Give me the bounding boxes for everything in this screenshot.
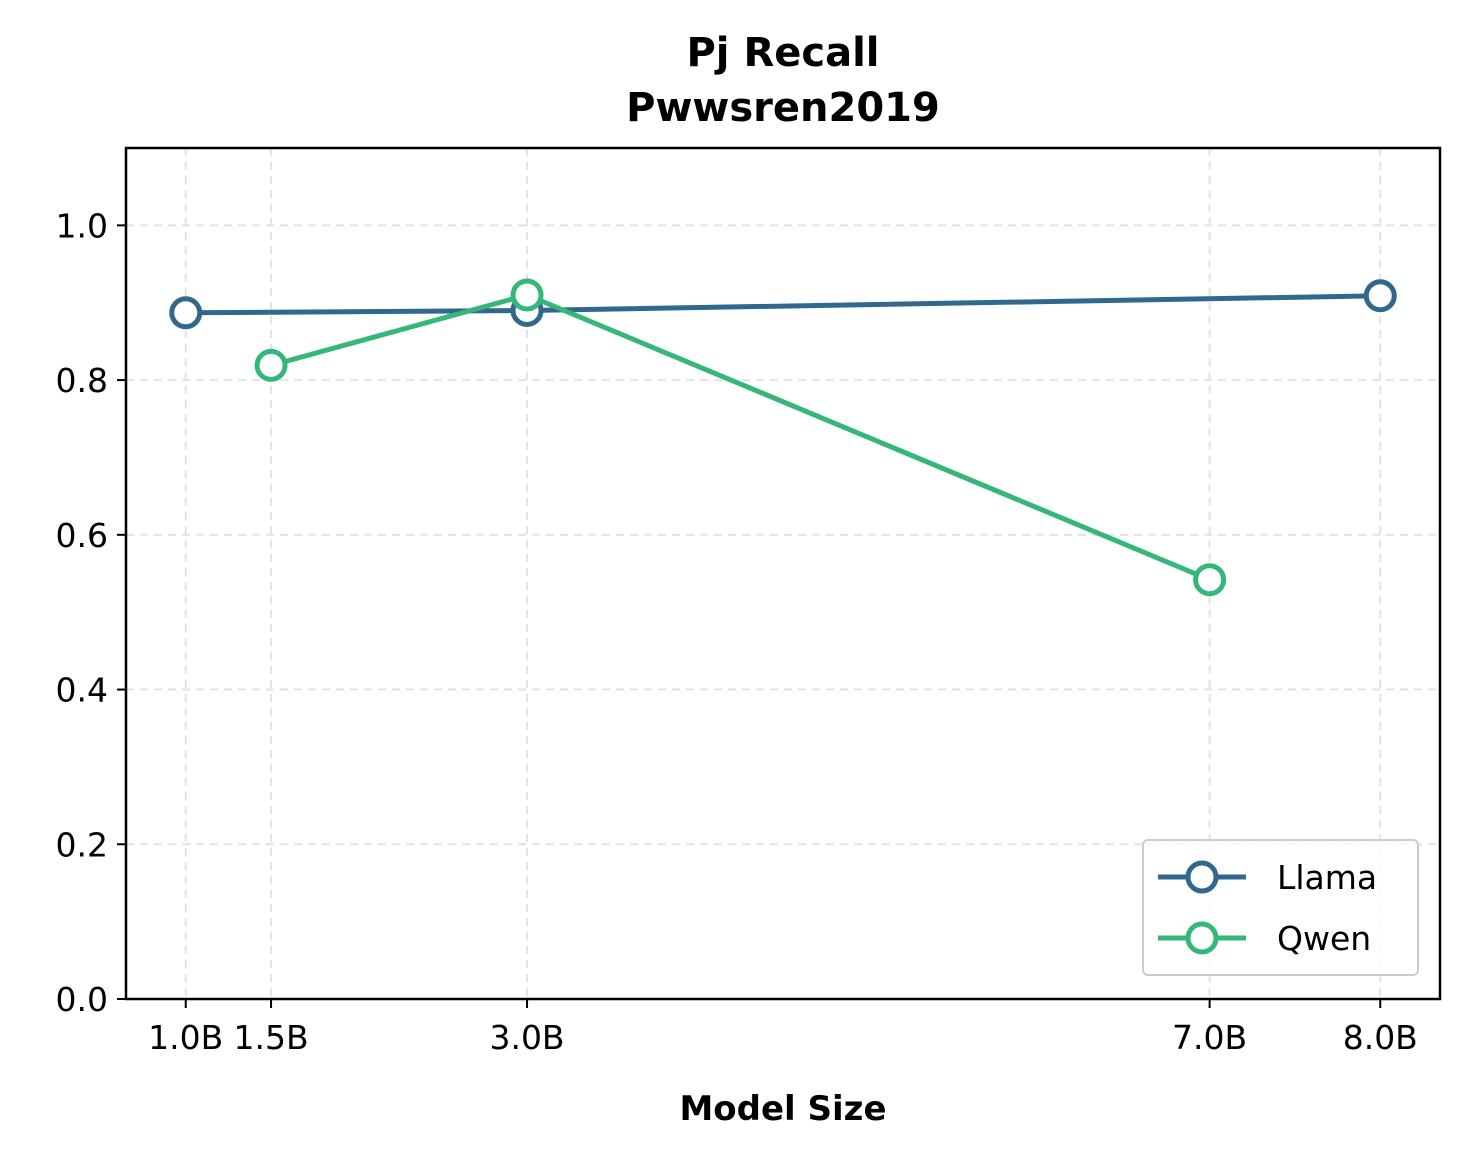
series-group [169,278,1397,597]
legend-item-llama: Llama [1158,858,1377,897]
legend-label: Llama [1277,858,1377,897]
series-qwen [254,278,1227,597]
chart-title: Pj Recall [686,30,879,76]
data-point-qwen [254,348,288,382]
data-point-llama [169,296,203,330]
legend-item-qwen: Qwen [1158,919,1371,958]
y-tick-label: 0.6 [56,516,108,555]
chart-subtitle: Pwwsren2019 [626,85,940,131]
data-point-qwen [1193,563,1227,597]
y-tick-label: 0.2 [56,825,108,864]
data-point-llama [1363,279,1397,313]
y-tick-label: 1.0 [56,206,108,245]
legend-label: Qwen [1277,919,1371,958]
x-tick-label: 1.0B [148,1018,223,1057]
plot-frame [124,146,1442,1001]
y-tick-label: 0.0 [56,980,108,1019]
legend: Llama Qwen [1142,839,1419,976]
legend-swatch-marker [1185,921,1219,955]
x-tick-label: 1.5B [233,1018,308,1057]
data-point-qwen [510,278,544,312]
x-tick-label: 8.0B [1343,1018,1418,1057]
x-axis-label: Model Size [679,1089,886,1129]
x-tick-label: 3.0B [489,1018,564,1057]
y-tick-label: 0.4 [56,671,108,710]
x-tick-label: 7.0B [1172,1018,1247,1057]
axis-ticks: 1.0B 1.5B 3.0B 7.0B 8.0B 0.0 0.2 0.4 0.6 0.8 1.0 [56,206,1418,1057]
legend-swatch-marker [1185,860,1219,894]
y-tick-label: 0.8 [56,361,108,400]
